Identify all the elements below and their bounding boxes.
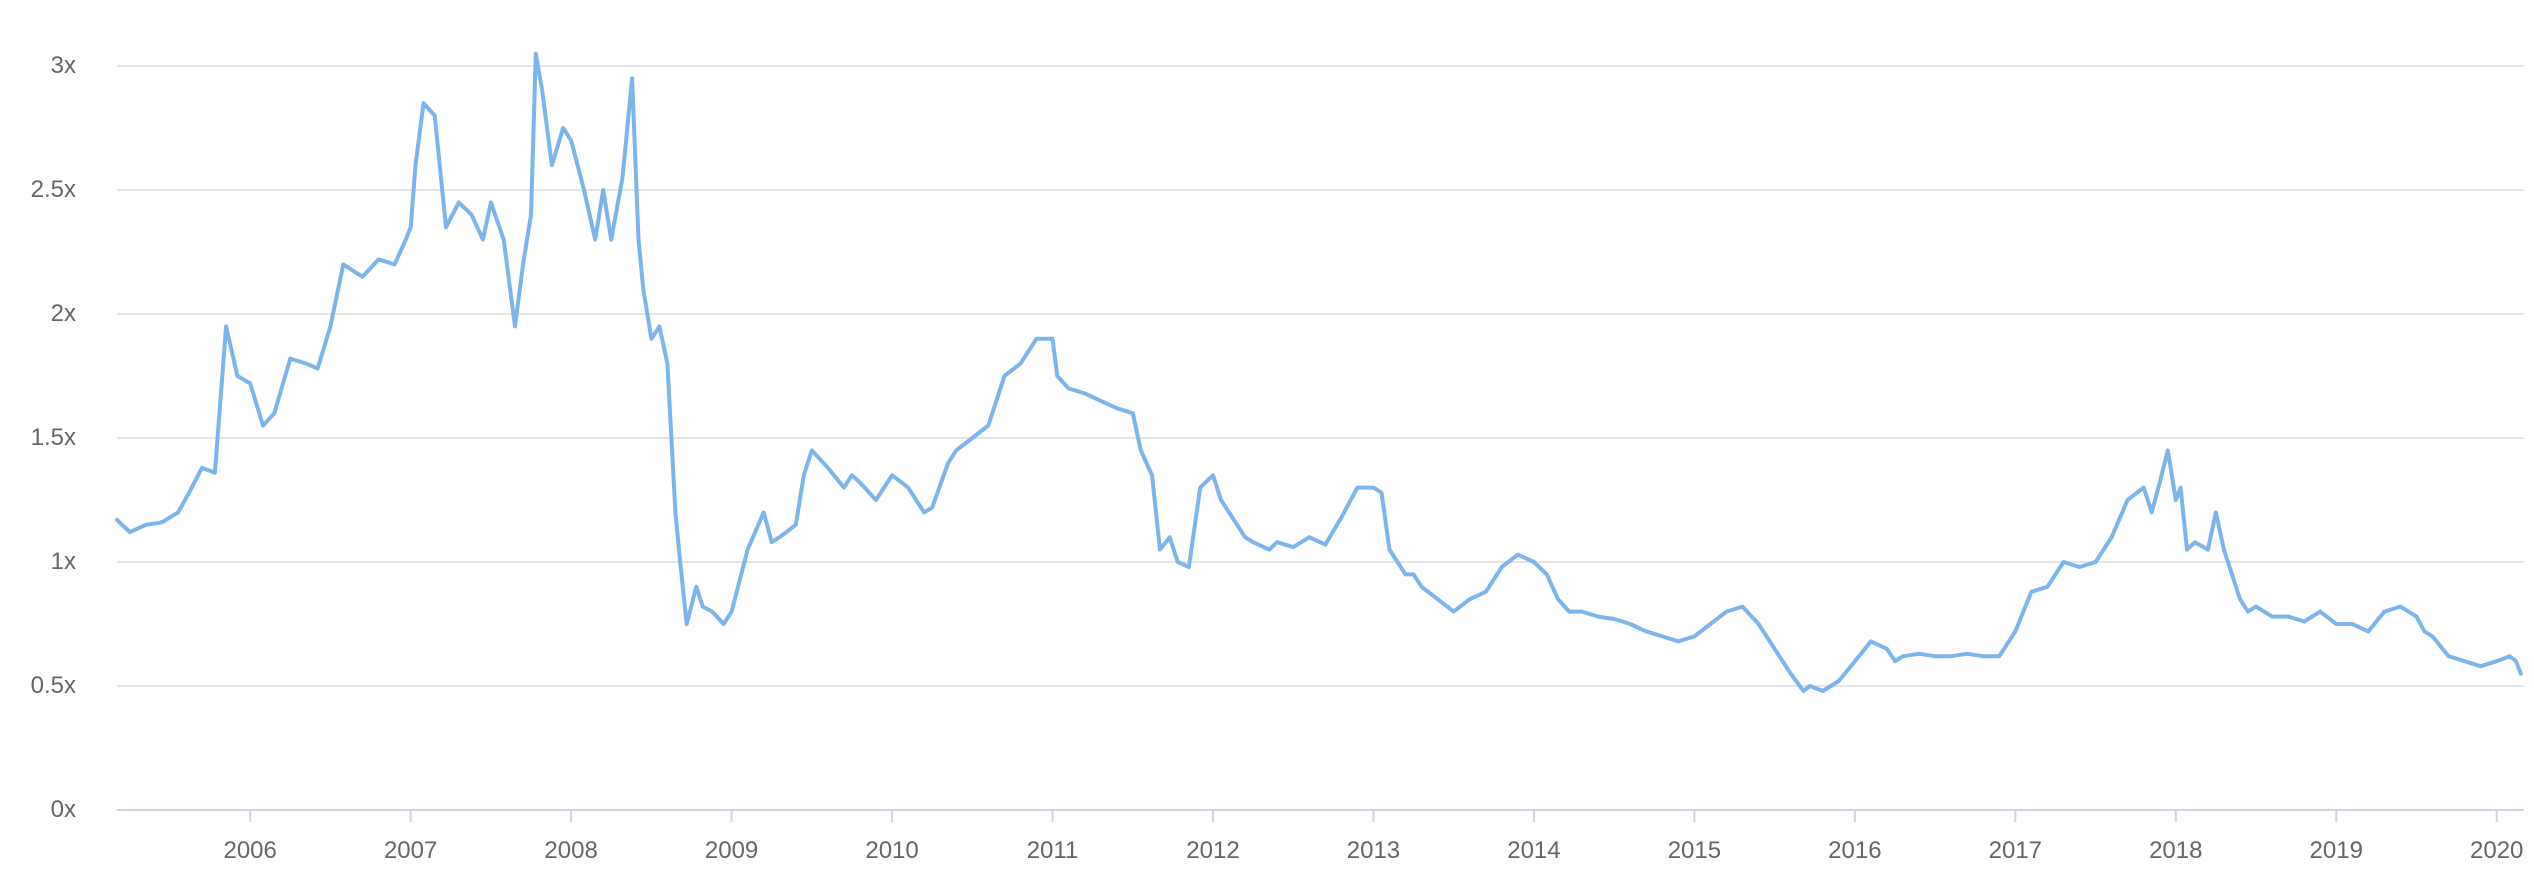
x-tick-label: 2019 <box>2310 837 2363 864</box>
x-tick-label: 2007 <box>384 837 437 864</box>
x-tick-label: 2013 <box>1347 837 1400 864</box>
x-tick-label: 2015 <box>1668 837 1721 864</box>
x-tick-label: 2012 <box>1186 837 1239 864</box>
x-tick-label: 2010 <box>865 837 918 864</box>
x-axis-tick-labels: 2006 2007 2008 2009 2010 2011 2012 2013 2014 2015… <box>223 837 2523 864</box>
y-tick-label: 0x <box>51 796 76 823</box>
x-tick-label: 2011 <box>1027 837 1079 864</box>
grid-lines <box>117 65 2524 687</box>
x-tick-label: 2008 <box>544 837 597 864</box>
y-tick-label: 2.5x <box>31 176 76 203</box>
x-tick-label: 2020 <box>2470 837 2523 864</box>
x-tick-label: 2017 <box>1989 837 2042 864</box>
x-tick-label: 2009 <box>705 837 758 864</box>
x-tick-label: 2018 <box>2149 837 2202 864</box>
series-line <box>115 51 2523 693</box>
x-tick-label: 2016 <box>1828 837 1881 864</box>
y-tick-label: 1x <box>51 548 76 575</box>
series-layer <box>115 51 2523 693</box>
y-tick-label: 2x <box>51 300 76 327</box>
y-tick-label: 3x <box>51 52 76 79</box>
y-tick-label: 0.5x <box>31 672 76 699</box>
x-tick-label: 2014 <box>1507 837 1560 864</box>
x-axis <box>117 809 2524 822</box>
y-tick-label: 1.5x <box>31 424 76 451</box>
y-axis-tick-labels: 0x 0.5x 1x 1.5x 2x 2.5x 3x <box>31 52 76 823</box>
x-tick-label: 2006 <box>223 837 276 864</box>
